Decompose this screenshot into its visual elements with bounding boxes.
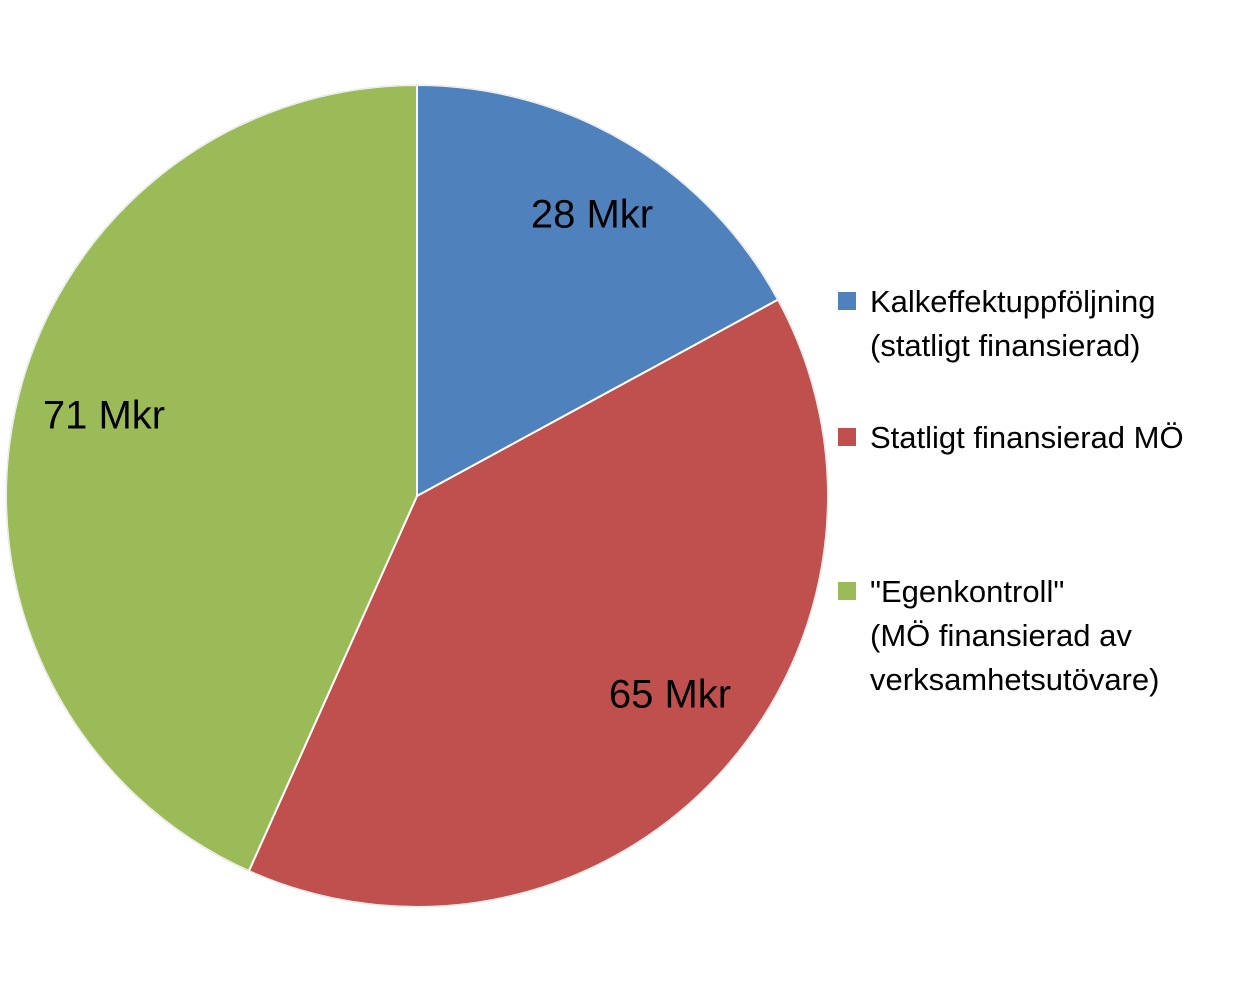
pie-data-labels: 28 Mkr 65 Mkr 71 Mkr <box>43 193 731 717</box>
legend-item-1: Kalkeffektuppföljning (statligt finansie… <box>838 280 1230 368</box>
legend-item-3: "Egenkontroll" (MÖ finansierad av verksa… <box>838 570 1230 702</box>
pie-data-label-1: 28 Mkr <box>531 193 653 237</box>
legend-swatch <box>838 292 856 310</box>
legend-label: Statligt finansierad MÖ <box>870 420 1184 455</box>
pie-outline <box>5 84 829 908</box>
legend-swatch <box>838 582 856 600</box>
legend-label: Kalkeffektuppföljning (statligt finansie… <box>870 284 1156 363</box>
pie-data-label-3: 71 Mkr <box>43 394 165 438</box>
pie-slices <box>5 83 829 908</box>
legend-swatch <box>838 428 856 446</box>
pie-data-label-2: 65 Mkr <box>609 673 731 717</box>
legend-item-2: Statligt finansierad MÖ <box>838 416 1230 460</box>
legend-label: "Egenkontroll" (MÖ finansierad av verksa… <box>870 574 1160 697</box>
